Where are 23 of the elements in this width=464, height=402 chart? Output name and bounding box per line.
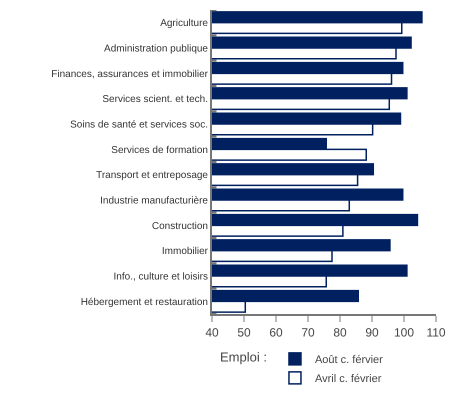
y-tick-label: Administration publique bbox=[104, 44, 208, 54]
legend-label: Août c. férvier bbox=[314, 354, 384, 366]
x-tick-label: 70 bbox=[301, 325, 315, 340]
x-tick-label: 50 bbox=[237, 325, 251, 340]
y-tick-label: Services scient. et tech. bbox=[102, 94, 208, 106]
legend-title: Emploi : bbox=[220, 349, 267, 364]
y-tick-label: Services de formation bbox=[111, 144, 208, 156]
y-tick-label: Finances, assurances et immobilier bbox=[51, 68, 209, 80]
x-tick-label: 100 bbox=[394, 325, 414, 340]
y-tick-label: Soins de santé et services soc. bbox=[70, 120, 208, 130]
y-tick-label: Construction bbox=[152, 220, 208, 232]
y-tick-label: Info., culture et loisirs bbox=[114, 272, 208, 282]
x-tick-label: 90 bbox=[365, 325, 379, 340]
x-tick-label: 40 bbox=[205, 325, 219, 340]
y-tick-label: Immobilier bbox=[162, 246, 209, 258]
y-tick-label: Agriculture bbox=[160, 18, 208, 30]
y-tick-label: Transport et entreposage bbox=[96, 170, 208, 182]
x-tick-label: 110 bbox=[426, 325, 446, 340]
legend-label: Avril c. février bbox=[314, 373, 382, 386]
y-tick-label: Hébergement et restauration bbox=[80, 296, 208, 308]
x-tick-label: 80 bbox=[333, 325, 347, 340]
x-tick-label: 60 bbox=[269, 325, 283, 340]
y-tick-label: Industrie manufacturière bbox=[100, 196, 208, 206]
